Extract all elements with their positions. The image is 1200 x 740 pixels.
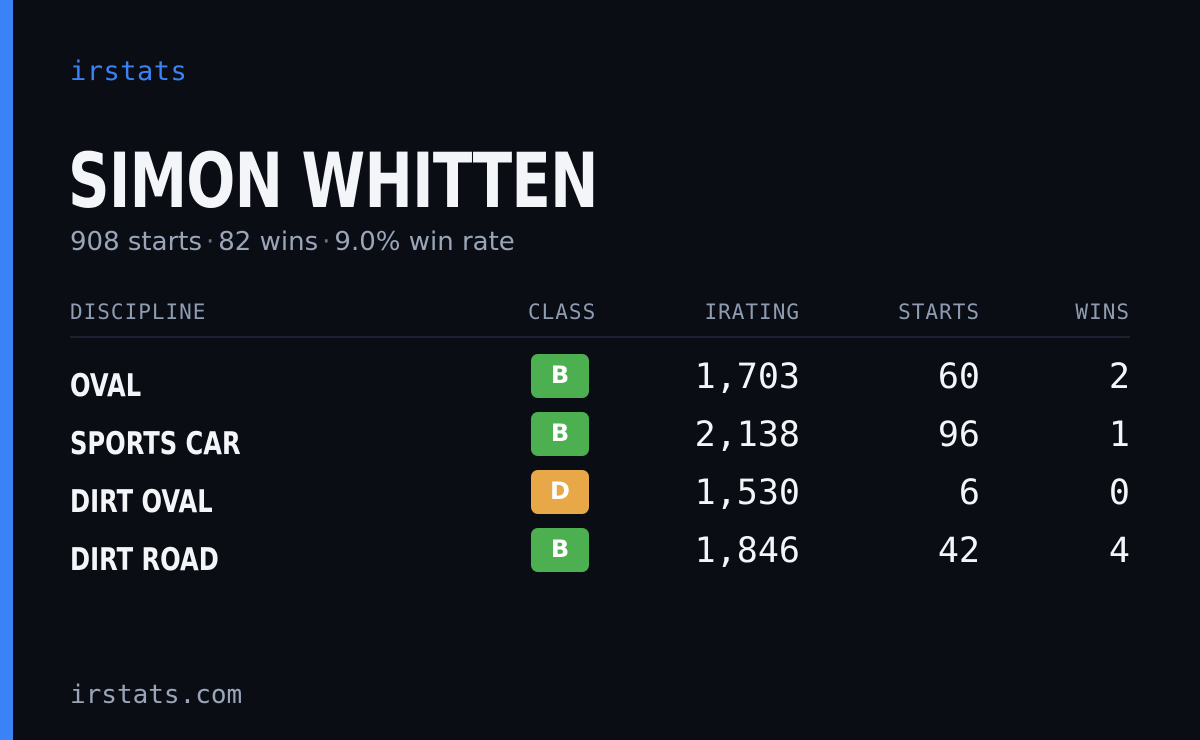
irating-value: 1,530: [694, 473, 800, 513]
table-row: DIRT ROAD B 1,846 42 4: [70, 528, 1130, 586]
header-discipline: DISCIPLINE: [70, 300, 207, 324]
discipline-name: OVAL: [70, 368, 142, 404]
table-header: DISCIPLINE CLASS IRATING STARTS WINS: [70, 296, 1130, 338]
discipline-name: DIRT OVAL: [70, 484, 213, 520]
class-badge: D: [531, 470, 589, 514]
irating-value: 2,138: [694, 415, 800, 455]
table-row: DIRT OVAL D 1,530 6 0: [70, 470, 1130, 528]
discipline-name: SPORTS CAR: [70, 426, 241, 462]
footer-url[interactable]: irstats.com: [70, 680, 243, 710]
wins-summary: 82 wins: [218, 227, 319, 257]
irating-value: 1,703: [694, 357, 800, 397]
discipline-name: DIRT ROAD: [70, 542, 219, 578]
header-class: CLASS: [528, 300, 597, 324]
wins-value: 1: [1108, 415, 1130, 455]
driver-summary: 908 starts · 82 wins · 9.0% win rate: [70, 227, 515, 257]
starts-value: 96: [937, 415, 980, 455]
separator: ·: [206, 227, 215, 257]
table-row: OVAL B 1,703 60 2: [70, 354, 1130, 412]
header-starts: STARTS: [898, 300, 980, 324]
separator: ·: [322, 227, 331, 257]
header-wins: WINS: [1075, 300, 1130, 324]
table-body: OVAL B 1,703 60 2 SPORTS CAR B 2,138 96 …: [70, 338, 1130, 586]
table-row: SPORTS CAR B 2,138 96 1: [70, 412, 1130, 470]
win-rate-summary: 9.0% win rate: [334, 227, 515, 257]
class-badge: B: [531, 528, 589, 572]
wins-value: 4: [1108, 531, 1130, 571]
starts-value: 60: [937, 357, 980, 397]
header-irating: IRATING: [704, 300, 800, 324]
class-badge: B: [531, 354, 589, 398]
wins-value: 2: [1108, 357, 1130, 397]
class-badge: B: [531, 412, 589, 456]
accent-bar: [0, 0, 13, 740]
starts-value: 42: [937, 531, 980, 571]
wins-value: 0: [1108, 473, 1130, 513]
brand-logo[interactable]: irstats: [70, 56, 188, 87]
irating-value: 1,846: [694, 531, 800, 571]
starts-summary: 908 starts: [70, 227, 202, 257]
starts-value: 6: [958, 473, 980, 513]
driver-name: SIMON WHITTEN: [68, 136, 598, 225]
discipline-table: DISCIPLINE CLASS IRATING STARTS WINS OVA…: [70, 296, 1130, 586]
